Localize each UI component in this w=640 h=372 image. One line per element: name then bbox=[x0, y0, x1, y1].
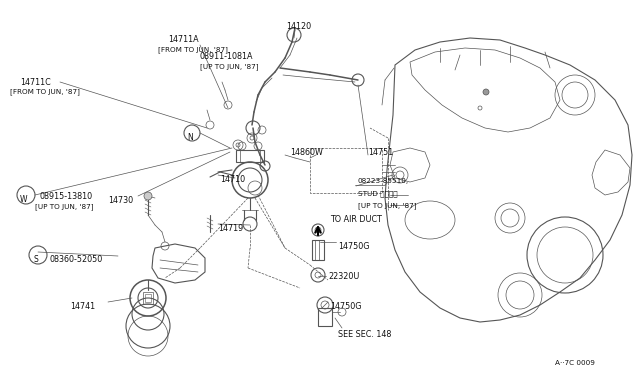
Bar bbox=[318, 308, 332, 326]
Text: [UP TO JUN, '87]: [UP TO JUN, '87] bbox=[200, 63, 259, 70]
Bar bbox=[143, 292, 153, 304]
Text: [UP TO JUN, '87]: [UP TO JUN, '87] bbox=[358, 202, 417, 209]
Text: S: S bbox=[34, 256, 38, 264]
Text: 14710: 14710 bbox=[220, 175, 245, 184]
Text: TO AIR DUCT: TO AIR DUCT bbox=[330, 215, 382, 224]
Text: W: W bbox=[20, 196, 28, 205]
Text: STUD スタッド: STUD スタッド bbox=[358, 190, 397, 197]
Text: 14120: 14120 bbox=[286, 22, 311, 31]
Bar bbox=[310, 148, 382, 193]
Text: [UP TO JUN, '87]: [UP TO JUN, '87] bbox=[35, 203, 93, 210]
Bar bbox=[312, 240, 324, 260]
Text: 14711C: 14711C bbox=[20, 78, 51, 87]
Text: A··7C 0009: A··7C 0009 bbox=[555, 360, 595, 366]
Text: N: N bbox=[187, 134, 193, 142]
Text: 08223-85510,: 08223-85510, bbox=[358, 178, 409, 184]
Text: [FROM TO JUN, '87]: [FROM TO JUN, '87] bbox=[158, 46, 228, 53]
Text: 14741: 14741 bbox=[70, 302, 95, 311]
Text: 08911-1081A: 08911-1081A bbox=[200, 52, 253, 61]
Text: 14860W: 14860W bbox=[290, 148, 323, 157]
Circle shape bbox=[144, 192, 152, 200]
Text: 14719: 14719 bbox=[218, 224, 243, 233]
Text: SEE SEC. 148: SEE SEC. 148 bbox=[338, 330, 392, 339]
Text: [FROM TO JUN, '87]: [FROM TO JUN, '87] bbox=[10, 88, 80, 95]
Text: 08915-13810: 08915-13810 bbox=[40, 192, 93, 201]
Bar bbox=[236, 150, 264, 162]
Text: 08360-52050: 08360-52050 bbox=[50, 255, 103, 264]
Text: 14711A: 14711A bbox=[168, 35, 198, 44]
Text: 14750G: 14750G bbox=[330, 302, 362, 311]
Bar bbox=[145, 294, 151, 302]
Text: 14750G: 14750G bbox=[338, 242, 369, 251]
Text: 14730: 14730 bbox=[108, 196, 133, 205]
Text: 14751: 14751 bbox=[368, 148, 393, 157]
Circle shape bbox=[483, 89, 489, 95]
Text: 22320U: 22320U bbox=[328, 272, 360, 281]
